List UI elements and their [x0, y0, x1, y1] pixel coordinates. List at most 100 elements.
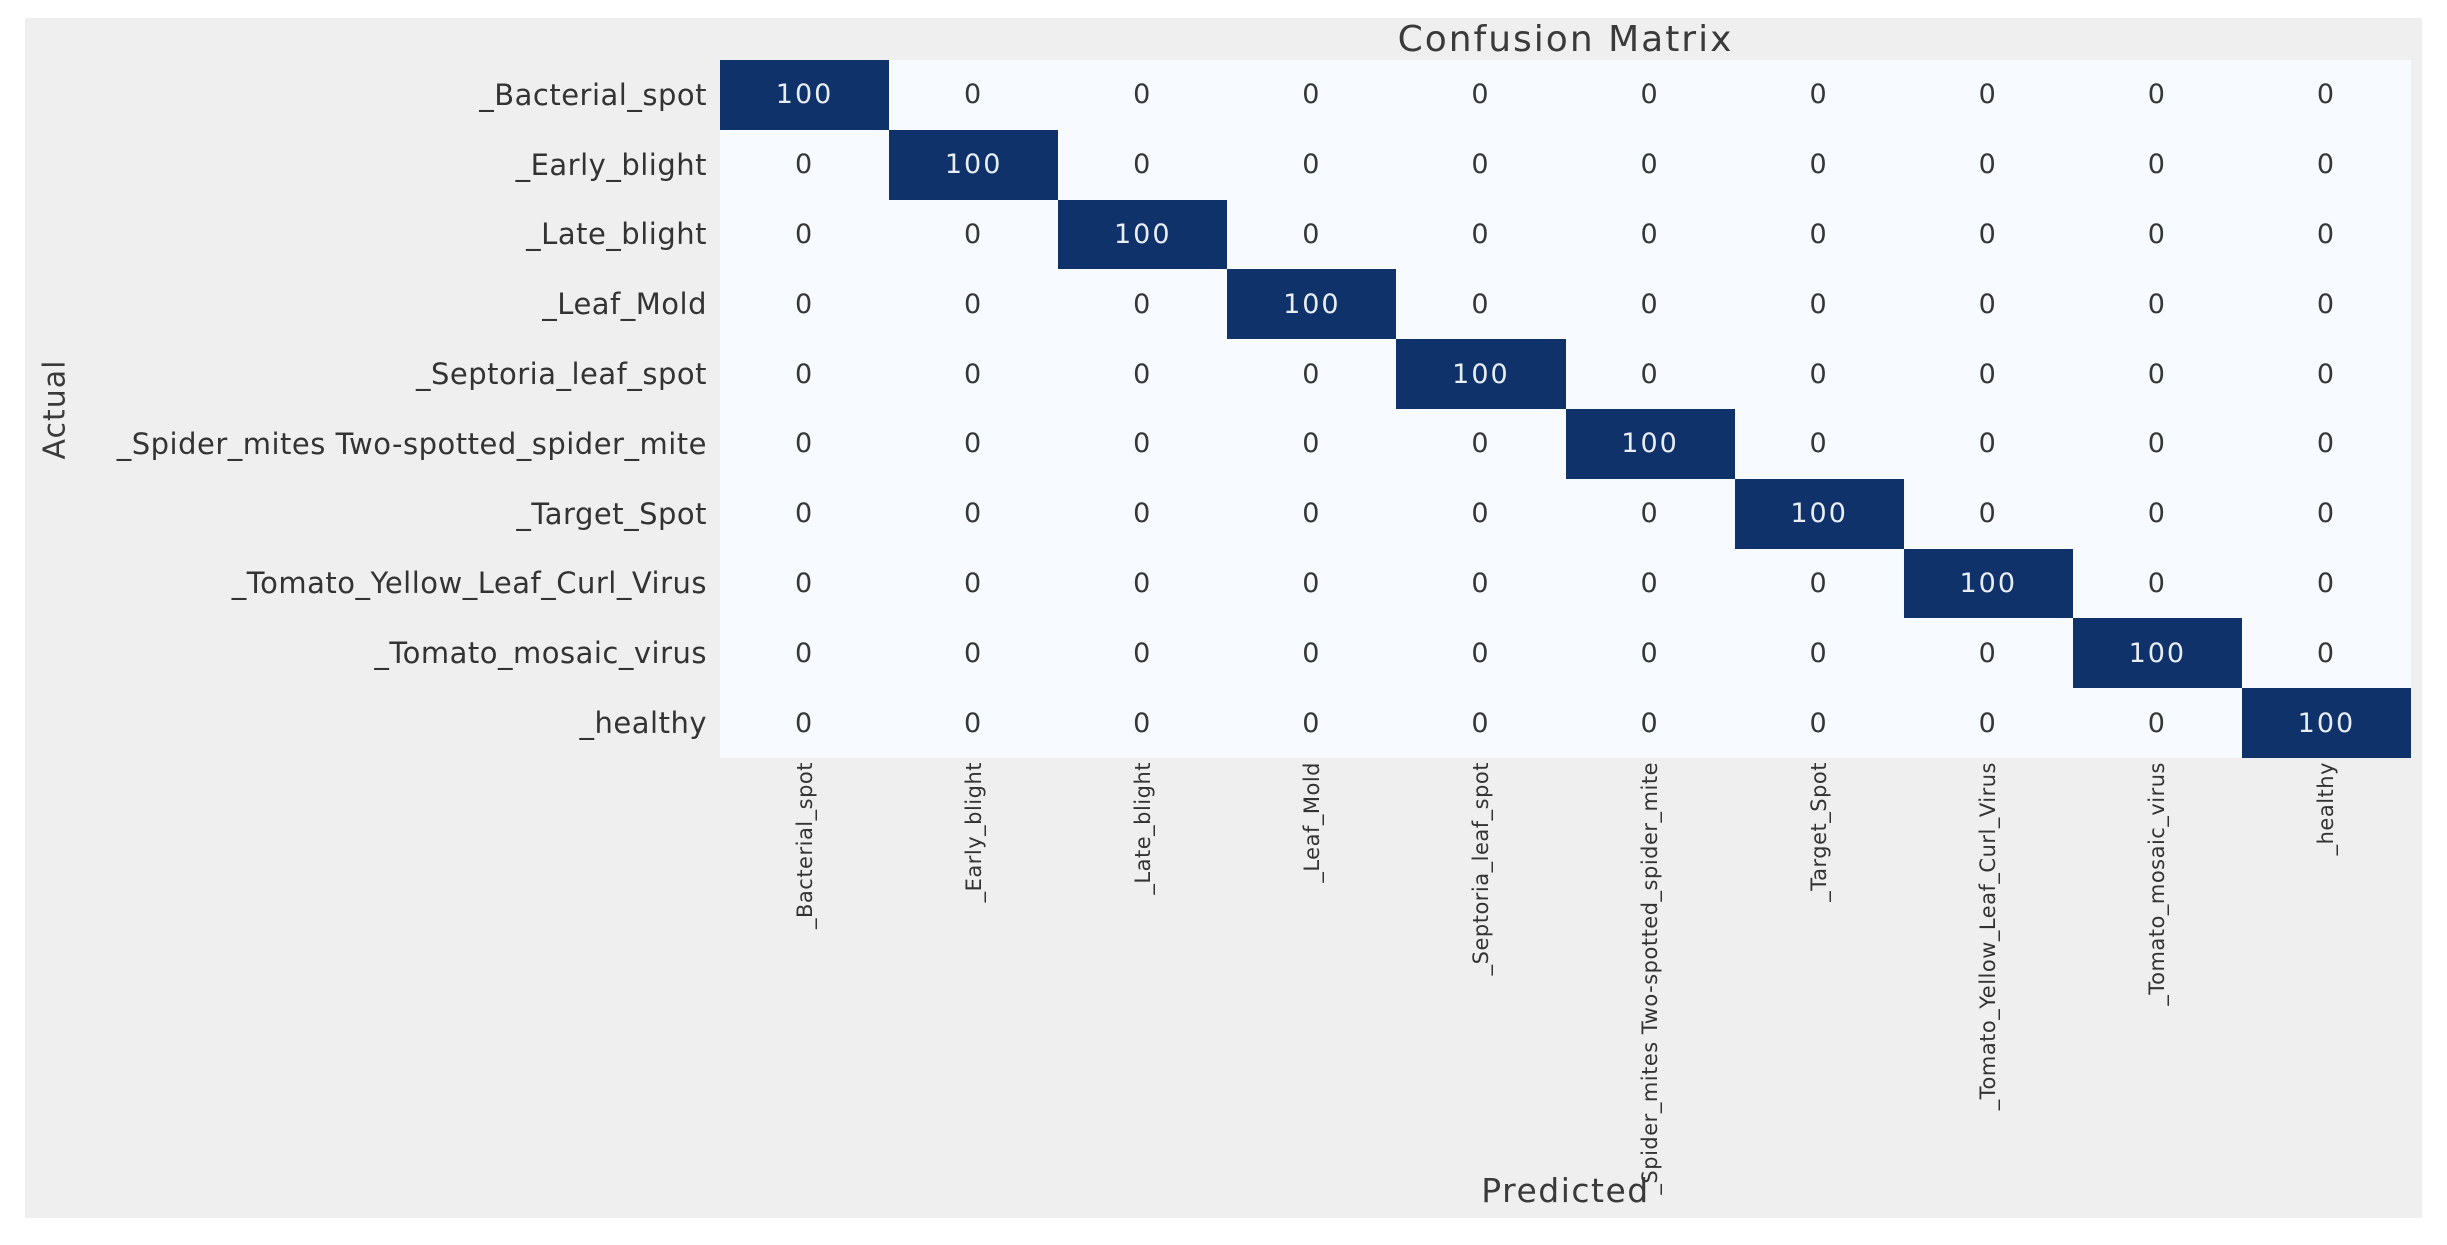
y-tick-label: _healthy — [579, 706, 707, 741]
x-tick-label-text: _Leaf_Mold — [1299, 762, 1324, 883]
x-tick-label-text: _Septoria_leaf_spot — [1468, 762, 1493, 976]
heatmap-cell: 0 — [1058, 60, 1228, 130]
heatmap-cell: 0 — [889, 688, 1059, 758]
heatmap-cell: 0 — [2072, 60, 2242, 130]
heatmap-cell: 0 — [720, 129, 890, 200]
x-tick-label-text: _Late_blight — [1130, 762, 1155, 895]
heatmap-cell: 0 — [1058, 339, 1228, 409]
heatmap-cell: 0 — [2241, 409, 2411, 479]
heatmap-cell: 0 — [1903, 339, 2073, 409]
heatmap-cell: 0 — [1565, 548, 1735, 619]
heatmap-cell: 0 — [1903, 478, 2073, 549]
heatmap-cell: 0 — [1903, 688, 2073, 758]
heatmap-cell: 0 — [720, 688, 890, 758]
heatmap-cell: 0 — [1734, 339, 1904, 409]
x-tick-label: _Tomato_Yellow_Leaf_Curl_Virus — [1904, 762, 2073, 1214]
y-tick-label: _Tomato_mosaic_virus — [374, 636, 707, 671]
heatmap-cell: 0 — [2241, 129, 2411, 200]
heatmap-cell: 100 — [1734, 478, 1904, 549]
heatmap-cell: 0 — [889, 409, 1059, 479]
heatmap-cell: 0 — [1565, 129, 1735, 200]
heatmap-cell: 0 — [1734, 269, 1904, 340]
heatmap-cell: 0 — [1903, 269, 2073, 340]
heatmap-cell: 0 — [1227, 688, 1397, 758]
heatmap-cell: 0 — [1227, 60, 1397, 130]
heatmap-cell: 0 — [1396, 199, 1566, 270]
heatmap-cell: 0 — [1227, 618, 1397, 689]
heatmap-cell: 0 — [2241, 269, 2411, 340]
heatmap-cell: 0 — [2072, 269, 2242, 340]
heatmap-cell: 0 — [1565, 269, 1735, 340]
heatmap-cell: 0 — [1565, 339, 1735, 409]
heatmap-cell: 0 — [1734, 688, 1904, 758]
x-tick-label: _Leaf_Mold — [1227, 762, 1396, 1214]
heatmap-cell: 0 — [1227, 199, 1397, 270]
y-tick-label: _Tomato_Yellow_Leaf_Curl_Virus — [231, 566, 707, 601]
x-tick-label: _Late_blight — [1058, 762, 1227, 1214]
y-tick-label: _Target_Spot — [516, 496, 707, 531]
heatmap-cell: 0 — [1565, 478, 1735, 549]
heatmap-cell: 0 — [889, 548, 1059, 619]
heatmap-cell: 0 — [1734, 129, 1904, 200]
heatmap-cell: 0 — [889, 618, 1059, 689]
x-tick-label-text: _Early_blight — [961, 762, 986, 903]
x-tick-label: _healthy — [2242, 762, 2411, 1214]
heatmap-cell: 0 — [2241, 60, 2411, 130]
x-tick-label: _Early_blight — [889, 762, 1058, 1214]
heatmap-cell: 0 — [1903, 618, 2073, 689]
heatmap-cell: 0 — [720, 618, 890, 689]
heatmap-cell: 0 — [2241, 199, 2411, 270]
heatmap-cell: 0 — [2241, 548, 2411, 619]
heatmap-cell: 0 — [1396, 618, 1566, 689]
heatmap-cell: 0 — [1227, 339, 1397, 409]
y-tick-label: _Leaf_Mold — [542, 287, 707, 322]
y-tick-label: _Early_blight — [515, 147, 707, 182]
heatmap-cell: 0 — [889, 478, 1059, 549]
heatmap-grid: 100 0 0 0 0 0 0 0 0 0 0 100 0 0 0 0 0 0 0 0 0 0 100 0 0 0 0 0 0 0 0 0 0 1… — [720, 60, 2411, 758]
y-tick-label: _Late_blight — [526, 217, 707, 252]
heatmap-cell: 0 — [889, 199, 1059, 270]
x-tick-label-text: _Target_Spot — [1807, 762, 1832, 902]
heatmap-cell: 0 — [889, 339, 1059, 409]
heatmap-cell: 0 — [720, 478, 890, 549]
heatmap-cell: 0 — [1565, 688, 1735, 758]
y-tick-label: _Spider_mites Two-spotted_spider_mite — [116, 426, 707, 461]
x-axis-label: Predicted — [1481, 1171, 1650, 1210]
x-tick-label: _Tomato_mosaic_virus — [2073, 762, 2242, 1214]
heatmap-cell: 0 — [1058, 548, 1228, 619]
heatmap-cell: 0 — [720, 339, 890, 409]
heatmap-cell: 0 — [1058, 688, 1228, 758]
y-tick-label: _Bacterial_spot — [479, 77, 707, 112]
heatmap-cell: 0 — [1734, 60, 1904, 130]
heatmap-cell: 100 — [1058, 199, 1228, 270]
heatmap-cell: 0 — [1396, 548, 1566, 619]
heatmap-cell: 0 — [720, 409, 890, 479]
heatmap-cell: 0 — [1734, 199, 1904, 270]
heatmap-cell: 0 — [1903, 409, 2073, 479]
heatmap-cell: 0 — [1396, 688, 1566, 758]
confusion-matrix-figure: Confusion Matrix Actual _Bacterial_spot _… — [25, 18, 2422, 1218]
heatmap-cell: 0 — [889, 60, 1059, 130]
heatmap-cell: 0 — [1734, 548, 1904, 619]
heatmap-cell: 0 — [1058, 618, 1228, 689]
heatmap-cell: 0 — [2072, 478, 2242, 549]
heatmap-cell: 0 — [2072, 199, 2242, 270]
y-tick-labels: _Bacterial_spot _Early_blight _Late_blight… — [25, 60, 720, 758]
heatmap-cell: 0 — [1227, 409, 1397, 479]
heatmap-cell: 0 — [1058, 478, 1228, 549]
heatmap-cell: 0 — [2072, 339, 2242, 409]
heatmap-cell: 100 — [1227, 269, 1397, 340]
x-tick-label-text: _Spider_mites Two-spotted_spider_mite — [1638, 762, 1663, 1195]
heatmap-cell: 0 — [1903, 129, 2073, 200]
x-tick-label: _Bacterial_spot — [720, 762, 889, 1214]
heatmap-cell: 0 — [1565, 199, 1735, 270]
x-tick-label: _Septoria_leaf_spot — [1396, 762, 1565, 1214]
heatmap-cell: 0 — [2241, 478, 2411, 549]
x-tick-label-text: _Tomato_mosaic_virus — [2145, 762, 2170, 1006]
heatmap-cell: 0 — [889, 269, 1059, 340]
heatmap-cell: 0 — [720, 548, 890, 619]
heatmap-cell: 100 — [1903, 548, 2073, 619]
heatmap-cell: 0 — [2072, 548, 2242, 619]
heatmap-cell: 100 — [720, 60, 890, 130]
